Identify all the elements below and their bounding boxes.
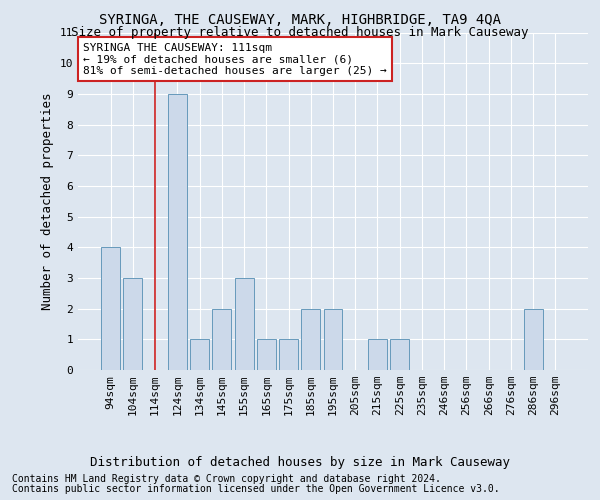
Bar [390,340,409,370]
Bar [368,340,387,370]
Y-axis label: Number of detached properties: Number of detached properties [41,92,54,310]
Bar [323,308,343,370]
Bar [168,94,187,370]
Text: Contains HM Land Registry data © Crown copyright and database right 2024.: Contains HM Land Registry data © Crown c… [12,474,441,484]
Bar [301,308,320,370]
Bar [212,308,231,370]
Bar [124,278,142,370]
Bar [101,248,120,370]
Text: SYRINGA, THE CAUSEWAY, MARK, HIGHBRIDGE, TA9 4QA: SYRINGA, THE CAUSEWAY, MARK, HIGHBRIDGE,… [99,12,501,26]
Bar [279,340,298,370]
Bar [524,308,542,370]
Text: Size of property relative to detached houses in Mark Causeway: Size of property relative to detached ho… [71,26,529,39]
Text: SYRINGA THE CAUSEWAY: 111sqm
← 19% of detached houses are smaller (6)
81% of sem: SYRINGA THE CAUSEWAY: 111sqm ← 19% of de… [83,42,387,76]
Text: Contains public sector information licensed under the Open Government Licence v3: Contains public sector information licen… [12,484,500,494]
Bar [235,278,254,370]
Bar [257,340,276,370]
Bar [190,340,209,370]
Text: Distribution of detached houses by size in Mark Causeway: Distribution of detached houses by size … [90,456,510,469]
